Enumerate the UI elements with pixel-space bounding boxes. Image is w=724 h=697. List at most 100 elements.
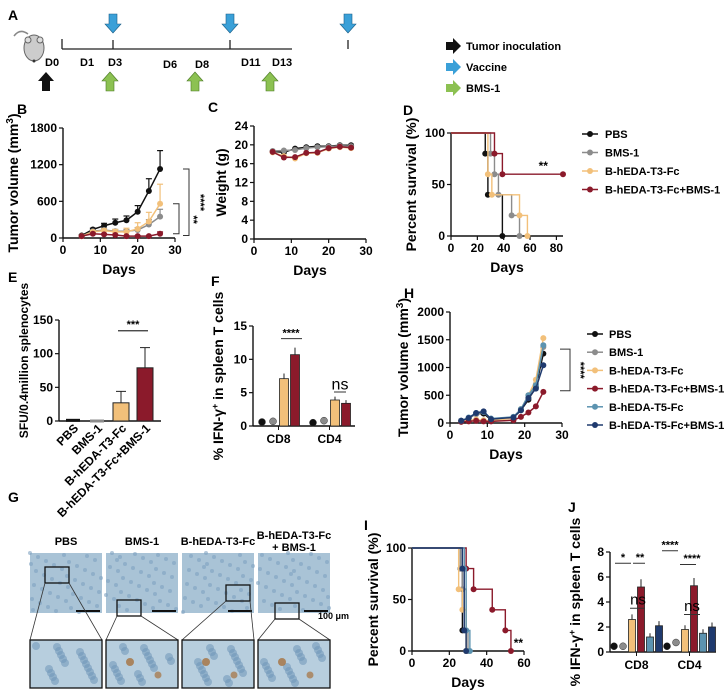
panel-label-i: I (364, 517, 368, 533)
cell-nucleus (81, 582, 85, 586)
y-axis-label: Tumor volume (mm3) (395, 298, 412, 437)
significance-label: ns (332, 376, 349, 393)
y-tick-label: 0 (438, 229, 445, 243)
cell-nucleus (134, 670, 142, 678)
cell-nucleus (293, 645, 301, 653)
cell-nucleus (119, 643, 127, 651)
day-label: D8 (195, 59, 209, 71)
survival-curve (412, 547, 469, 651)
cell-nucleus (109, 661, 117, 669)
panel-label-g: G (8, 489, 19, 505)
x-tick-label: 20 (518, 428, 532, 442)
cell-nucleus (228, 563, 232, 567)
cell-nucleus (245, 606, 249, 610)
day-label: D0 (45, 57, 59, 69)
cell-nucleus (147, 574, 151, 578)
y-tick-label: 50 (432, 178, 446, 192)
cell-nucleus (110, 551, 114, 555)
cell-nucleus (283, 663, 291, 671)
significance-bracket (173, 203, 180, 235)
cell-nucleus (293, 604, 297, 608)
x-tick-label: 0 (448, 241, 455, 255)
data-point (134, 208, 141, 215)
significance-label: **** (194, 194, 206, 212)
y-tick-label: 600 (37, 194, 57, 208)
cell-nucleus (220, 559, 224, 563)
bar (136, 367, 154, 422)
cell-nucleus (260, 658, 268, 666)
cell-nucleus (227, 645, 235, 653)
censor-point (516, 212, 523, 219)
text-label: ) (395, 298, 411, 303)
y-tick-label: 1200 (30, 158, 57, 172)
ifn-positive-cell (306, 671, 314, 679)
bar (610, 642, 618, 650)
x-tick-label: CD4 (317, 432, 341, 446)
significance-label: ** (187, 215, 199, 224)
x-tick-label: CD8 (624, 658, 648, 672)
cell-nucleus (64, 599, 68, 603)
data-point (465, 415, 472, 422)
y-tick-label: 0 (437, 416, 444, 430)
day-label: D6 (163, 59, 177, 71)
cell-nucleus (67, 560, 71, 564)
bms1-arrow-icon (186, 71, 204, 92)
x-tick-label: 0 (447, 428, 454, 442)
bar (708, 626, 716, 653)
cell-nucleus (158, 599, 162, 603)
cell-nucleus (114, 583, 118, 587)
cell-nucleus (319, 602, 323, 606)
ifn-positive-cell (202, 658, 210, 666)
significance-label: * (621, 552, 626, 564)
y-tick-label: 0 (50, 231, 57, 245)
panel-label-j: J (568, 499, 576, 515)
survival-curve (412, 547, 512, 651)
data-point (101, 222, 108, 229)
cell-nucleus (291, 558, 295, 562)
y-tick-label: 1000 (417, 361, 444, 375)
image-title: B-hEDA-T3-Fc (257, 530, 332, 542)
cell-nucleus (145, 588, 149, 592)
legend-label: B-hEDA-T5-Fc+BMS-1 (609, 420, 724, 432)
x-tick-label: 30 (359, 244, 373, 258)
data-point (480, 408, 487, 415)
cell-nucleus (313, 584, 317, 588)
cell-nucleus (251, 564, 255, 568)
legend-label: PBS (609, 329, 632, 341)
cell-nucleus (274, 575, 278, 579)
cell-nucleus (212, 555, 216, 559)
cell-nucleus (139, 570, 143, 574)
data-point (525, 395, 532, 402)
x-tick-label: 20 (131, 243, 145, 257)
data-point (123, 228, 130, 235)
data-point (480, 418, 487, 425)
cell-nucleus (99, 576, 103, 580)
bar (341, 402, 351, 427)
significance-bracket (183, 168, 190, 237)
data-point (123, 217, 130, 224)
cell-nucleus (239, 588, 243, 592)
series-b-heda-t3-fc-bms-1 (412, 547, 514, 654)
panel-b: B 0 600 1200 1800 0 10 20 30 Days Tumor volume (mm… (5, 101, 207, 277)
data-point (303, 149, 310, 156)
y-tick-label: 50 (40, 380, 54, 394)
legend-marker (587, 186, 593, 193)
data-point (314, 149, 321, 156)
data-point (134, 225, 141, 232)
censor-point (502, 627, 509, 634)
x-tick-label: CD8 (266, 432, 290, 446)
zoom-connector (298, 618, 331, 641)
cell-nucleus (264, 585, 268, 589)
superscript: + (567, 630, 577, 635)
cell-nucleus (45, 665, 53, 673)
panel-i: I 0 50 100 0 20 40 60 Days Percent survival (%) ** (364, 517, 531, 690)
ifn-positive-cell (154, 671, 162, 679)
data-point (303, 145, 310, 152)
censor-point (470, 586, 477, 593)
cell-nucleus (282, 579, 286, 583)
cell-nucleus (149, 560, 153, 564)
data-point (458, 417, 465, 424)
legend-marker (592, 422, 598, 428)
